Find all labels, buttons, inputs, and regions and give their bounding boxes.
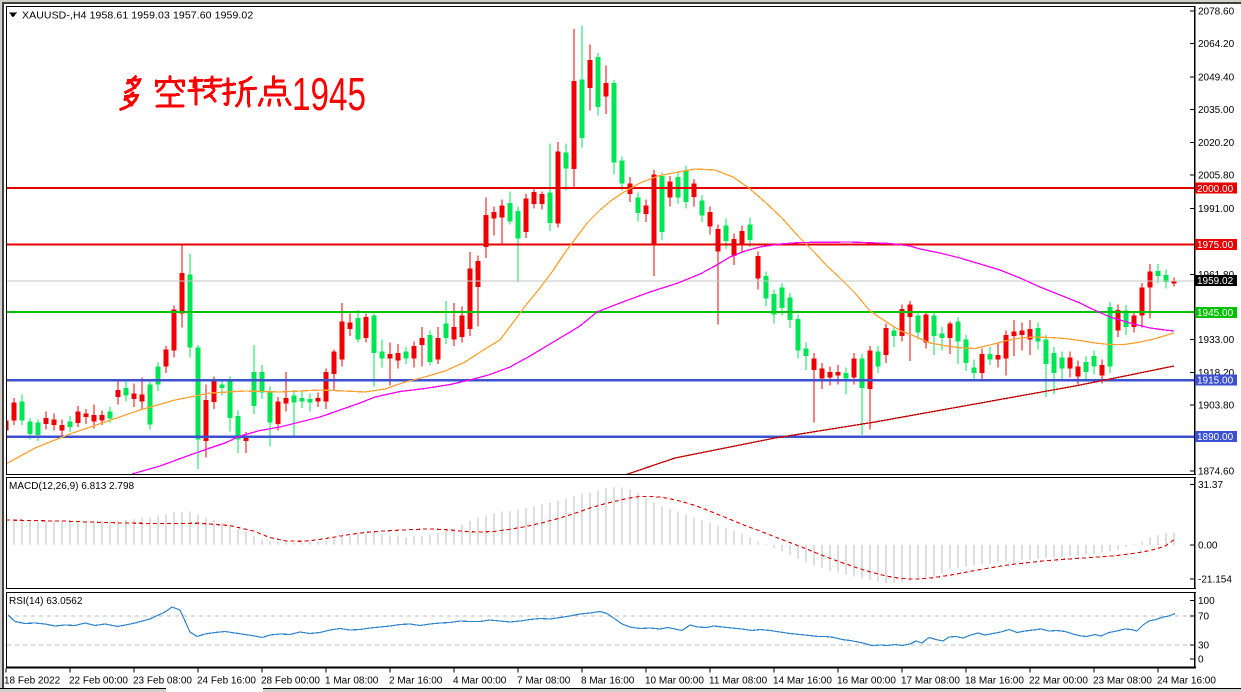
svg-text:23 Mar 08:00: 23 Mar 08:00 [1093,676,1152,687]
svg-text:2078.60: 2078.60 [1198,7,1235,18]
svg-text:1991.00: 1991.00 [1198,204,1235,215]
svg-text:1959.02: 1959.02 [1197,276,1234,287]
svg-text:2 Mar 16:00: 2 Mar 16:00 [389,676,443,687]
svg-text:1 Mar 08:00: 1 Mar 08:00 [325,676,379,687]
svg-text:2064.20: 2064.20 [1198,39,1235,50]
svg-text:30: 30 [1198,641,1210,652]
svg-text:16 Mar 00:00: 16 Mar 00:00 [837,676,896,687]
svg-text:2035.00: 2035.00 [1198,105,1235,116]
svg-text:1933.00: 1933.00 [1198,335,1235,346]
svg-text:1874.60: 1874.60 [1198,467,1235,478]
svg-text:1915.00: 1915.00 [1197,376,1234,387]
svg-text:22 Mar 00:00: 22 Mar 00:00 [1029,676,1088,687]
svg-text:1903.80: 1903.80 [1198,401,1235,412]
svg-text:2005.80: 2005.80 [1198,171,1235,182]
svg-text:4 Mar 00:00: 4 Mar 00:00 [453,676,507,687]
svg-text:17 Mar 08:00: 17 Mar 08:00 [901,676,960,687]
svg-text:100: 100 [1198,596,1215,607]
svg-text:1918.20: 1918.20 [1198,368,1235,379]
svg-text:1945.00: 1945.00 [1197,308,1234,319]
svg-text:24 Feb 16:00: 24 Feb 16:00 [197,676,256,687]
svg-text:7 Mar 08:00: 7 Mar 08:00 [517,676,571,687]
svg-text:1975.00: 1975.00 [1197,240,1234,251]
svg-text:XAUUSD-,H4 1958.61 1959.03 19: XAUUSD-,H4 1958.61 1959.03 1957.60 1959.… [22,10,253,22]
svg-text:31.37: 31.37 [1198,480,1223,491]
svg-text:0: 0 [1198,655,1204,666]
svg-text:10 Mar 00:00: 10 Mar 00:00 [645,676,704,687]
svg-text:RSI(14) 63.0562: RSI(14) 63.0562 [9,596,83,607]
svg-text:11 Mar 08:00: 11 Mar 08:00 [709,676,768,687]
svg-text:1945: 1945 [292,68,366,120]
svg-text:28 Feb 00:00: 28 Feb 00:00 [261,676,320,687]
svg-text:8 Mar 16:00: 8 Mar 16:00 [581,676,635,687]
svg-text:24 Mar 16:00: 24 Mar 16:00 [1157,676,1216,687]
svg-text:23 Feb 08:00: 23 Feb 08:00 [133,676,192,687]
svg-text:MACD(12,26,9) 6.813 2.798: MACD(12,26,9) 6.813 2.798 [9,481,135,492]
svg-text:18 Feb 2022: 18 Feb 2022 [4,676,61,687]
svg-text:2020.20: 2020.20 [1198,138,1235,149]
svg-text:0.00: 0.00 [1198,541,1218,552]
svg-text:2049.40: 2049.40 [1198,72,1235,83]
svg-text:70: 70 [1198,612,1210,623]
svg-text:2000.00: 2000.00 [1197,184,1234,195]
svg-text:-21.154: -21.154 [1198,575,1232,586]
svg-text:1890.00: 1890.00 [1197,432,1234,443]
svg-text:14 Mar 16:00: 14 Mar 16:00 [773,676,832,687]
svg-text:22 Feb 00:00: 22 Feb 00:00 [69,676,128,687]
svg-text:18 Mar 16:00: 18 Mar 16:00 [965,676,1024,687]
